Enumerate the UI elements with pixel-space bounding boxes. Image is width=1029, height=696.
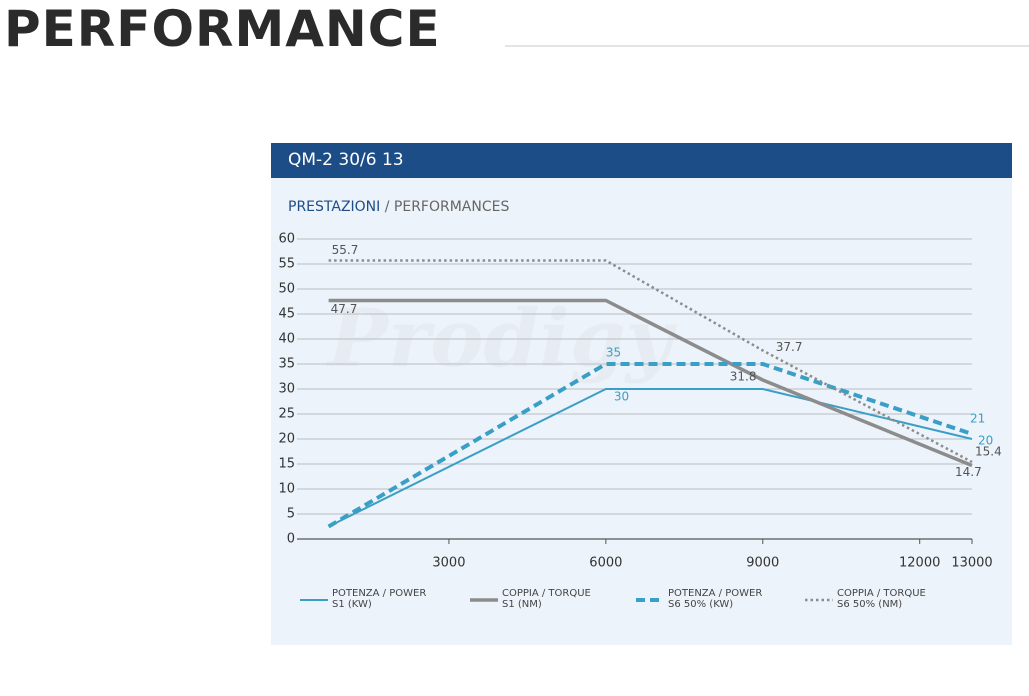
- legend-label: COPPIA / TORQUE S1 (NM): [502, 588, 591, 610]
- y-tick-label: 30: [278, 382, 295, 397]
- x-tick-label: 13000: [951, 556, 992, 571]
- title-rule: [505, 45, 1029, 47]
- y-tick-label: 5: [287, 507, 295, 522]
- y-tick-label: 35: [278, 357, 295, 372]
- page-title: PERFORMANCE: [4, 0, 441, 58]
- value-label: 55.7: [332, 243, 359, 257]
- series-line: [328, 259, 973, 464]
- value-label: 47.7: [331, 302, 358, 316]
- y-tick-label: 40: [278, 332, 295, 347]
- y-tick-label: 50: [278, 282, 295, 297]
- y-tick-label: 15: [278, 457, 295, 472]
- value-label: 20: [978, 434, 993, 448]
- x-tick-label: 3000: [432, 556, 465, 571]
- chart-subtitle: PRESTAZIONI / PERFORMANCES: [288, 199, 509, 215]
- value-label: 37.7: [776, 340, 803, 354]
- value-label: 30: [614, 390, 629, 404]
- y-tick-label: 60: [278, 232, 295, 247]
- value-label: 15.4: [975, 445, 1002, 459]
- legend-label: POTENZA / POWER S1 (KW): [332, 588, 427, 610]
- series-line: [328, 388, 973, 528]
- value-label: 31.8: [730, 370, 757, 384]
- subtitle-en: / PERFORMANCES: [384, 199, 510, 215]
- series-line: [328, 298, 973, 468]
- y-tick-label: 25: [278, 407, 295, 422]
- x-tick-label: 6000: [589, 556, 622, 571]
- chart-title: QM-2 30/6 13: [271, 143, 1012, 178]
- series-line: [327, 362, 973, 529]
- y-tick-label: 0: [287, 532, 295, 547]
- x-tick-label: 12000: [899, 556, 940, 571]
- y-tick-label: 55: [278, 257, 295, 272]
- chart-card: QM-2 30/6 13 PRESTAZIONI / PERFORMANCES: [271, 143, 1012, 645]
- y-tick-label: 45: [278, 307, 295, 322]
- value-label: 35: [606, 346, 621, 360]
- legend-label: COPPIA / TORQUE S6 50% (NM): [837, 588, 926, 610]
- y-tick-label: 20: [278, 432, 295, 447]
- subtitle-it: PRESTAZIONI: [288, 199, 381, 215]
- watermark: Prodigy: [326, 291, 678, 385]
- x-tick-label: 9000: [746, 556, 779, 571]
- legend-label: POTENZA / POWER S6 50% (KW): [668, 588, 763, 610]
- y-tick-label: 10: [278, 482, 295, 497]
- value-label: 21: [970, 412, 985, 426]
- value-label: 14.7: [955, 465, 982, 479]
